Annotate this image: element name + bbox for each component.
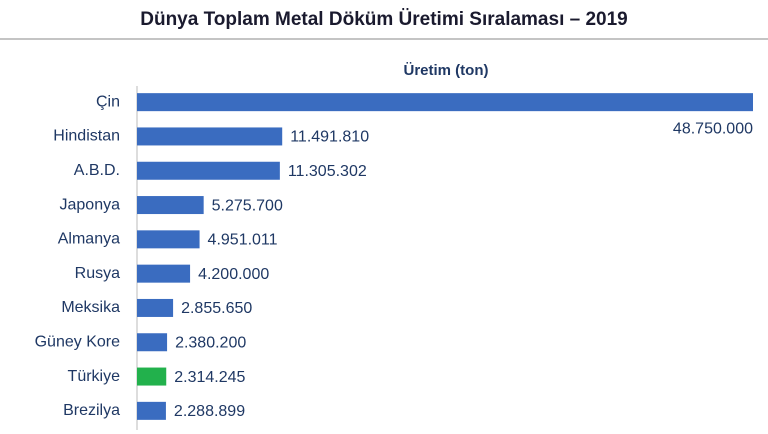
y-tick-label: Türkiye (68, 368, 121, 385)
value-label: 2.314.245 (174, 369, 245, 386)
value-label: 48.750.000 (673, 120, 753, 137)
y-tick-label: Rusya (75, 265, 120, 282)
y-tick-label: Güney Kore (35, 333, 120, 350)
series-label: Üretim (ton) (404, 62, 489, 79)
value-label: 4.951.011 (208, 232, 278, 249)
value-label: 2.380.200 (175, 334, 246, 351)
bar (137, 333, 168, 352)
value-label: 2.288.899 (174, 403, 245, 420)
y-tick-label: A.B.D. (74, 162, 120, 179)
y-tick-label: Japonya (60, 196, 121, 213)
value-label: 11.305.302 (288, 163, 367, 180)
bar (137, 367, 167, 386)
bar (137, 230, 200, 249)
y-tick-label: Brezilya (63, 402, 120, 419)
y-tick-label: Çin (96, 93, 120, 110)
value-label: 5.275.700 (212, 197, 283, 214)
value-label: 2.855.650 (181, 300, 252, 317)
bar (137, 298, 174, 317)
y-tick-label: Almanya (58, 231, 120, 248)
bar (137, 127, 283, 146)
chart-title: Dünya Toplam Metal Döküm Üretimi Sıralam… (140, 9, 628, 30)
value-label: 4.200.000 (198, 266, 269, 283)
bar (137, 196, 204, 215)
value-label: 11.491.810 (290, 129, 369, 146)
y-tick-label: Hindistan (53, 128, 120, 145)
y-tick-label: Meksika (61, 299, 120, 316)
bar (137, 161, 280, 180)
bar (137, 264, 191, 283)
bar (137, 401, 166, 420)
bar (137, 93, 753, 112)
